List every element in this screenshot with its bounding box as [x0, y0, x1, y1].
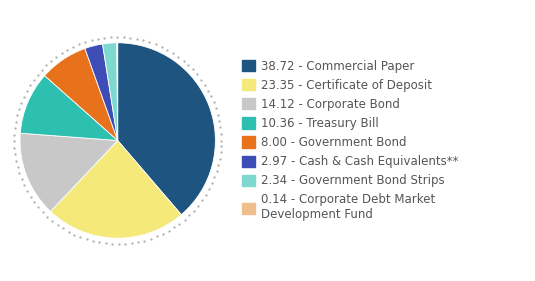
Wedge shape [117, 43, 118, 140]
Wedge shape [50, 140, 181, 238]
Wedge shape [44, 49, 118, 140]
Wedge shape [118, 43, 216, 215]
Legend: 38.72 - Commercial Paper, 23.35 - Certificate of Deposit, 14.12 - Corporate Bond: 38.72 - Commercial Paper, 23.35 - Certif… [242, 60, 458, 221]
Wedge shape [20, 133, 118, 211]
Wedge shape [20, 76, 118, 140]
Wedge shape [103, 43, 118, 140]
Wedge shape [85, 44, 118, 140]
